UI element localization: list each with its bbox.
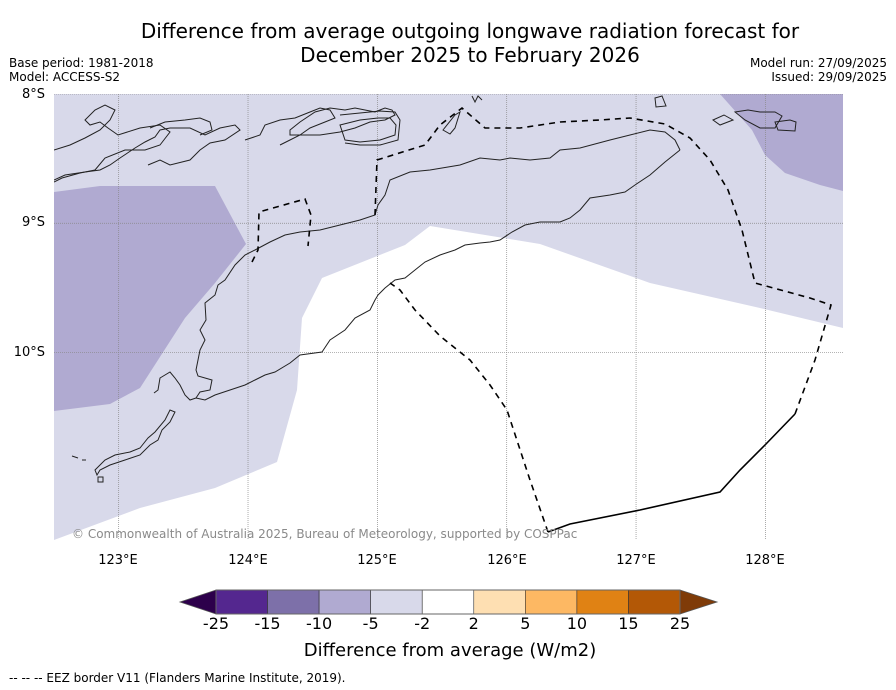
colorbar-title: Difference from average (W/m2) <box>303 640 597 661</box>
coastline-moa <box>733 109 783 129</box>
coastline-timor-south <box>195 149 681 401</box>
base-period: Base period: 1981-2018 <box>9 56 154 70</box>
lon-tick-124e: 124°E <box>228 553 268 568</box>
lat-tick-9s: 9°S <box>21 215 45 230</box>
coastline-adonara <box>149 117 213 136</box>
chart-title-line2: December 2025 to February 2026 <box>300 43 640 67</box>
footnote-eez: -- -- -- EEZ border V11 (Flanders Marine… <box>9 671 346 685</box>
chart-title-line1: Difference from average outgoing longwav… <box>140 19 800 43</box>
eez-south-solid <box>547 413 796 533</box>
coastline-alor <box>289 107 396 136</box>
coastline-timor-west-tip <box>153 371 197 401</box>
coastline-kisar <box>654 95 667 108</box>
lon-tick-126e: 126°E <box>487 553 527 568</box>
eez-north-segment <box>374 106 832 415</box>
colorbar-tick-label: -25 <box>202 614 230 633</box>
coastline-alor-east <box>339 117 397 143</box>
model-name: Model: ACCESS-S2 <box>9 70 121 84</box>
meta-left: Base period: 1981-2018 Model: ACCESS-S2 <box>9 56 154 84</box>
coastline-leti <box>712 114 735 126</box>
meta-right: Model run: 27/09/2025 Issued: 29/09/2025 <box>750 56 887 84</box>
colorbar-tick-label: -10 <box>306 614 333 633</box>
coastline-atauro <box>442 110 461 135</box>
lon-tick-127e: 127°E <box>616 553 656 568</box>
coastline-islet-2 <box>71 455 79 459</box>
colorbar-tick-label: -5 <box>362 614 379 633</box>
colorbar-tick-label: -2 <box>414 614 431 633</box>
colorbar-tick-label: 15 <box>618 614 639 633</box>
issued-date: Issued: 29/09/2025 <box>771 70 887 84</box>
coastline-sumbawa <box>54 124 241 181</box>
eez-border <box>251 106 832 533</box>
coastline-islet-1 <box>97 476 104 483</box>
lon-tick-128e: 128°E <box>745 553 785 568</box>
lat-tick-10s: 10°S <box>13 345 45 360</box>
colorbar-tick-label: 10 <box>566 614 588 633</box>
coastline-rote <box>94 409 176 477</box>
lat-tick-8s: 8°S <box>21 87 45 102</box>
region-minus10-to-minus5-west <box>54 186 246 411</box>
lon-tick-123e: 123°E <box>98 553 138 568</box>
colorbar-tick-label: 25 <box>669 614 691 633</box>
colorbar-tick-label: 2 <box>468 614 479 633</box>
coastlines <box>54 95 797 483</box>
lon-tick-125e: 125°E <box>357 553 397 568</box>
colorbar-tick-label: -15 <box>254 614 281 633</box>
eez-west-segment <box>389 282 549 533</box>
coastline-lakor <box>774 119 797 132</box>
coastline-wetar <box>339 110 401 146</box>
region-minus10-to-minus5-northeast <box>720 94 843 191</box>
region-minus5-to-minus2 <box>54 94 843 540</box>
colorbar-tick-label: 5 <box>520 614 531 633</box>
eez-enclave-oecusse <box>251 198 312 263</box>
coastline-north-bit <box>471 95 483 104</box>
copyright-text: © Commonwealth of Australia 2025, Bureau… <box>72 527 577 541</box>
coastline-timor-north <box>195 129 681 399</box>
chart-title: Difference from average outgoing longwav… <box>110 19 830 67</box>
coastline-flores <box>54 104 171 183</box>
model-run: Model run: 27/09/2025 <box>749 56 887 70</box>
